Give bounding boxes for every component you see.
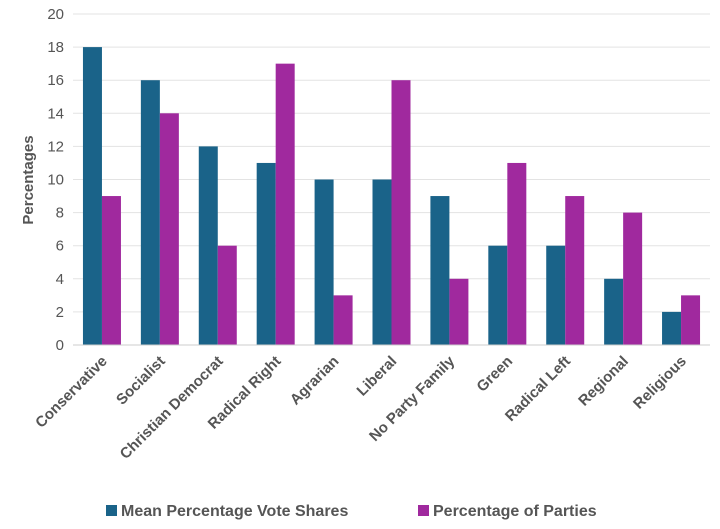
bar-vote-shares-liberal [372, 179, 392, 345]
y-tick-label: 14 [47, 105, 64, 122]
legend: Mean Percentage Vote Shares Percentage o… [106, 503, 597, 520]
bar-parties-no-party-family [449, 278, 469, 345]
y-tick-label: 0 [56, 337, 64, 354]
y-tick-label: 6 [56, 238, 64, 255]
bar-parties-agrarian [333, 295, 353, 345]
y-tick-label: 10 [47, 172, 64, 189]
bar-parties-conservative [101, 196, 121, 345]
legend-label-vote-shares: Mean Percentage Vote Shares [121, 503, 348, 520]
x-tick-label: Agrarian [287, 353, 343, 409]
bar-parties-religious [681, 295, 701, 345]
bar-parties-liberal [391, 80, 411, 345]
x-tick-label: Green [473, 353, 516, 396]
bar-vote-shares-religious [662, 311, 682, 345]
bar-parties-radical-right [275, 63, 295, 346]
bar-vote-shares-radical-right [256, 162, 276, 345]
legend-label-parties: Percentage of Parties [433, 503, 597, 520]
y-tick-label: 18 [47, 39, 64, 56]
y-tick-label: 20 [47, 6, 64, 23]
bar-vote-shares-green [488, 245, 508, 345]
bar-parties-radical-left [565, 196, 585, 345]
bar-vote-shares-conservative [82, 47, 102, 345]
x-tick-label: Liberal [354, 353, 401, 400]
bar-vote-shares-radical-left [546, 245, 566, 345]
bar-vote-shares-socialist [140, 80, 160, 345]
y-axis-title: Percentages [20, 135, 37, 224]
x-tick-label: Conservative [32, 353, 111, 432]
bar-parties-socialist [159, 113, 179, 345]
bar-vote-shares-christian-democrat [198, 146, 218, 345]
x-tick-label: Regional [575, 353, 632, 410]
bars [82, 47, 701, 346]
x-tick-label: Religious [630, 353, 690, 413]
bar-vote-shares-agrarian [314, 179, 334, 345]
y-tick-label: 8 [56, 205, 64, 222]
y-axis-ticks: 0 2 4 6 8 10 12 14 16 18 20 [47, 6, 64, 354]
y-tick-label: 12 [47, 138, 64, 155]
bar-parties-christian-democrat [217, 245, 237, 345]
bar-parties-regional [623, 212, 643, 345]
legend-swatch-vote-shares [106, 505, 117, 516]
y-tick-label: 2 [56, 304, 64, 321]
bar-parties-green [507, 162, 527, 345]
x-tick-label: Socialist [113, 353, 169, 409]
y-tick-label: 16 [47, 72, 64, 89]
y-tick-label: 4 [56, 271, 64, 288]
bar-vote-shares-no-party-family [430, 196, 450, 345]
x-tick-label: Christian Democrat [117, 353, 227, 463]
legend-swatch-parties [418, 505, 429, 516]
bar-vote-shares-regional [604, 278, 624, 345]
